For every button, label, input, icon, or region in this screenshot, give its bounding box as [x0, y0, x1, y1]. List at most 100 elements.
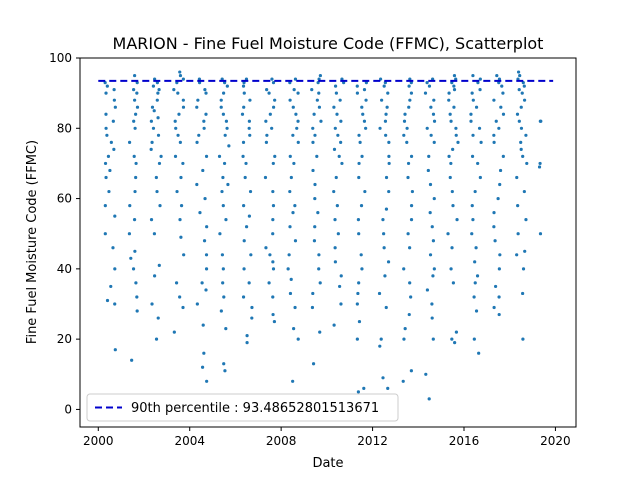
- plot-frame: [79, 57, 577, 428]
- data-point: [447, 91, 451, 95]
- data-point: [241, 295, 246, 299]
- data-point: [221, 281, 225, 285]
- data-point: [150, 140, 154, 144]
- data-point: [450, 337, 454, 341]
- data-point: [312, 239, 317, 243]
- data-point: [430, 225, 434, 229]
- data-point: [470, 204, 474, 208]
- data-point: [492, 225, 496, 229]
- data-point: [156, 116, 160, 120]
- data-point: [155, 189, 159, 194]
- data-point: [154, 175, 158, 180]
- x-axis-label: Date: [312, 456, 343, 471]
- data-point: [288, 189, 292, 194]
- data-point: [263, 175, 268, 180]
- data-point: [409, 369, 413, 373]
- data-point: [406, 232, 410, 236]
- data-point: [204, 91, 208, 95]
- data-point: [497, 312, 501, 317]
- data-point: [469, 119, 473, 123]
- data-point: [432, 119, 437, 123]
- data-point: [317, 77, 321, 81]
- plot-area: [98, 70, 554, 401]
- data-point: [181, 98, 185, 102]
- y-tick-label: 40: [57, 262, 72, 276]
- data-point: [313, 196, 317, 201]
- data-point: [519, 105, 523, 109]
- data-point: [478, 77, 482, 81]
- data-point: [176, 91, 180, 95]
- data-point: [451, 281, 455, 285]
- data-point: [470, 91, 474, 95]
- data-point: [474, 309, 479, 313]
- data-point: [430, 316, 434, 320]
- data-point: [362, 119, 367, 123]
- data-point: [501, 91, 505, 95]
- data-point: [405, 140, 409, 144]
- data-point: [313, 133, 317, 137]
- data-point: [518, 73, 522, 78]
- data-point: [268, 112, 272, 116]
- data-point: [221, 175, 225, 180]
- data-point: [355, 302, 359, 306]
- data-point: [403, 112, 407, 116]
- data-point: [360, 105, 364, 109]
- data-point: [244, 161, 248, 166]
- data-point: [474, 105, 479, 109]
- data-point: [521, 337, 525, 341]
- data-point: [522, 189, 526, 194]
- data-point: [431, 274, 435, 278]
- data-point: [456, 140, 460, 144]
- data-point: [432, 267, 436, 271]
- data-point: [291, 105, 295, 109]
- data-point: [429, 133, 433, 137]
- data-point: [195, 182, 199, 187]
- data-point: [181, 77, 185, 81]
- data-point: [201, 168, 205, 173]
- data-point: [271, 204, 276, 208]
- data-point: [294, 112, 298, 116]
- data-point: [517, 88, 521, 92]
- data-point: [432, 98, 436, 102]
- data-point: [357, 319, 362, 324]
- data-point: [178, 73, 183, 78]
- data-point: [159, 154, 163, 158]
- data-point: [364, 126, 368, 130]
- y-tick-label: 20: [57, 332, 72, 346]
- data-point: [132, 88, 136, 92]
- data-point: [195, 140, 199, 144]
- data-point: [288, 225, 292, 229]
- data-point: [158, 204, 162, 208]
- data-point: [492, 305, 496, 310]
- data-point: [424, 372, 428, 376]
- data-point: [247, 214, 251, 218]
- data-point: [103, 232, 107, 236]
- data-point: [515, 112, 520, 116]
- data-point: [133, 98, 137, 102]
- data-point: [380, 98, 384, 102]
- data-point: [497, 126, 501, 130]
- data-point: [356, 218, 361, 222]
- data-point: [296, 119, 300, 123]
- data-point: [149, 218, 154, 222]
- data-point: [292, 88, 296, 92]
- data-point: [429, 105, 433, 109]
- data-point: [448, 175, 452, 180]
- data-point: [312, 112, 316, 116]
- data-point: [241, 140, 246, 144]
- data-point: [478, 175, 482, 180]
- data-point: [248, 189, 253, 194]
- data-point: [112, 98, 116, 102]
- data-point: [516, 232, 520, 236]
- data-point: [220, 253, 224, 257]
- data-point: [222, 161, 227, 166]
- data-point: [523, 249, 527, 253]
- data-point: [108, 168, 112, 173]
- data-point: [515, 175, 519, 180]
- data-point: [223, 369, 227, 373]
- data-point: [149, 119, 153, 123]
- data-point: [427, 397, 431, 401]
- data-point: [431, 239, 435, 243]
- data-point: [111, 119, 115, 123]
- data-point: [113, 105, 117, 109]
